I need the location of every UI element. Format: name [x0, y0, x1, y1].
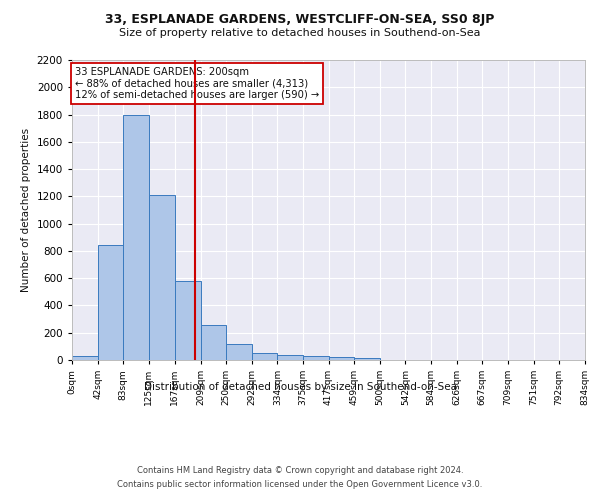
Text: Distribution of detached houses by size in Southend-on-Sea: Distribution of detached houses by size … [143, 382, 457, 392]
Bar [123, 114, 149, 360]
Bar [302, 356, 329, 360]
Text: Contains public sector information licensed under the Open Government Licence v3: Contains public sector information licen… [118, 480, 482, 489]
Text: Contains HM Land Registry data © Crown copyright and database right 2024.: Contains HM Land Registry data © Crown c… [137, 466, 463, 475]
Bar [277, 354, 302, 360]
Bar [149, 195, 175, 360]
Text: 33, ESPLANADE GARDENS, WESTCLIFF-ON-SEA, SS0 8JP: 33, ESPLANADE GARDENS, WESTCLIFF-ON-SEA,… [106, 12, 494, 26]
Bar [72, 356, 98, 360]
Bar [175, 281, 200, 360]
Bar [200, 325, 226, 360]
Bar [98, 246, 123, 360]
Bar [355, 358, 380, 360]
Y-axis label: Number of detached properties: Number of detached properties [21, 128, 31, 292]
Text: 33 ESPLANADE GARDENS: 200sqm
← 88% of detached houses are smaller (4,313)
12% of: 33 ESPLANADE GARDENS: 200sqm ← 88% of de… [75, 67, 319, 100]
Bar [226, 344, 251, 360]
Text: Size of property relative to detached houses in Southend-on-Sea: Size of property relative to detached ho… [119, 28, 481, 38]
Bar [329, 358, 355, 360]
Bar [251, 353, 277, 360]
